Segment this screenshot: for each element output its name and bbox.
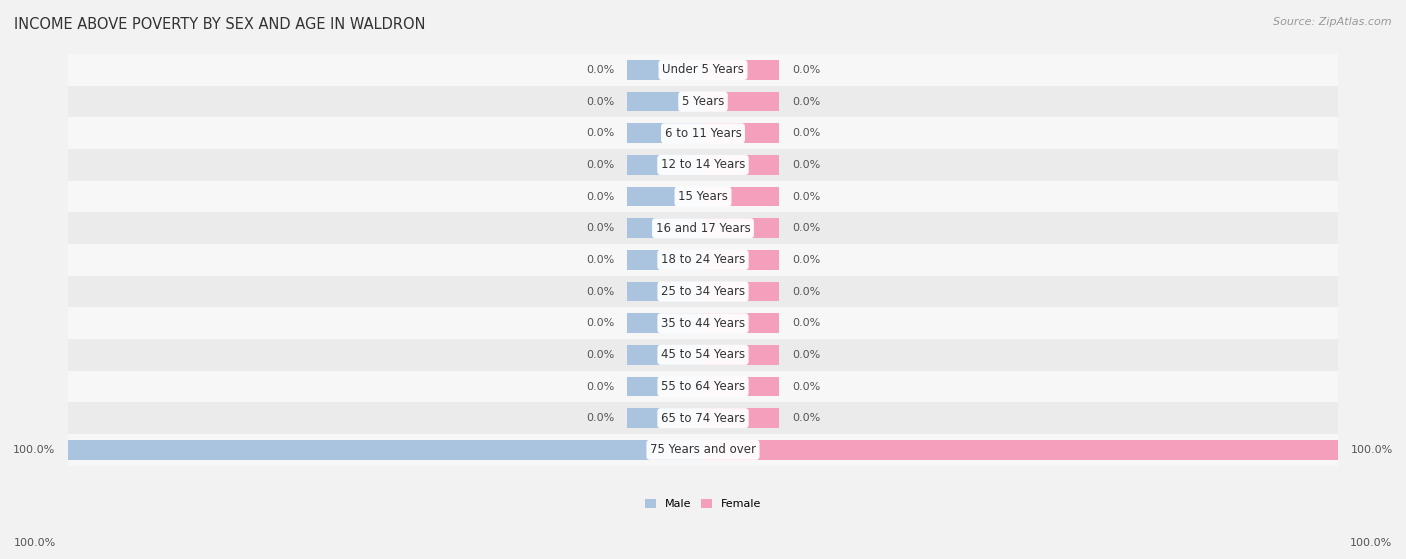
Bar xyxy=(703,155,779,175)
Text: 0.0%: 0.0% xyxy=(586,223,614,233)
Bar xyxy=(627,345,703,364)
Bar xyxy=(67,371,1339,402)
Text: 0.0%: 0.0% xyxy=(586,413,614,423)
Text: 0.0%: 0.0% xyxy=(792,192,820,202)
Legend: Male, Female: Male, Female xyxy=(641,494,765,514)
Bar xyxy=(67,440,703,459)
Text: 0.0%: 0.0% xyxy=(586,65,614,75)
Bar xyxy=(703,282,779,301)
Text: 0.0%: 0.0% xyxy=(792,97,820,107)
Text: 6 to 11 Years: 6 to 11 Years xyxy=(665,127,741,140)
Text: 15 Years: 15 Years xyxy=(678,190,728,203)
Text: 55 to 64 Years: 55 to 64 Years xyxy=(661,380,745,393)
Bar xyxy=(703,60,779,80)
Text: 0.0%: 0.0% xyxy=(586,350,614,360)
Text: 0.0%: 0.0% xyxy=(586,128,614,138)
Bar xyxy=(627,219,703,238)
Text: 0.0%: 0.0% xyxy=(792,128,820,138)
Text: 0.0%: 0.0% xyxy=(792,350,820,360)
Text: 100.0%: 100.0% xyxy=(1351,445,1393,455)
Bar xyxy=(67,434,1339,466)
Bar xyxy=(67,149,1339,181)
Text: 75 Years and over: 75 Years and over xyxy=(650,443,756,456)
Text: 0.0%: 0.0% xyxy=(586,381,614,391)
Bar xyxy=(67,276,1339,307)
Bar xyxy=(627,377,703,396)
Text: 0.0%: 0.0% xyxy=(586,287,614,296)
Bar xyxy=(703,314,779,333)
Bar xyxy=(703,440,1339,459)
Bar xyxy=(627,92,703,111)
Text: 100.0%: 100.0% xyxy=(14,538,56,548)
Text: 0.0%: 0.0% xyxy=(792,65,820,75)
Text: 0.0%: 0.0% xyxy=(792,223,820,233)
Bar xyxy=(703,124,779,143)
Text: 65 to 74 Years: 65 to 74 Years xyxy=(661,411,745,425)
Text: INCOME ABOVE POVERTY BY SEX AND AGE IN WALDRON: INCOME ABOVE POVERTY BY SEX AND AGE IN W… xyxy=(14,17,426,32)
Bar xyxy=(703,92,779,111)
Text: Source: ZipAtlas.com: Source: ZipAtlas.com xyxy=(1274,17,1392,27)
Text: 35 to 44 Years: 35 to 44 Years xyxy=(661,317,745,330)
Bar xyxy=(703,377,779,396)
Text: 5 Years: 5 Years xyxy=(682,95,724,108)
Bar xyxy=(627,250,703,269)
Bar xyxy=(703,187,779,206)
Text: 18 to 24 Years: 18 to 24 Years xyxy=(661,253,745,267)
Bar xyxy=(627,409,703,428)
Bar xyxy=(703,219,779,238)
Bar xyxy=(67,54,1339,86)
Bar xyxy=(627,124,703,143)
Bar xyxy=(67,212,1339,244)
Text: 45 to 54 Years: 45 to 54 Years xyxy=(661,348,745,361)
Text: Under 5 Years: Under 5 Years xyxy=(662,64,744,77)
Bar xyxy=(703,345,779,364)
Text: 0.0%: 0.0% xyxy=(792,287,820,296)
Bar xyxy=(703,409,779,428)
Bar xyxy=(67,307,1339,339)
Text: 0.0%: 0.0% xyxy=(792,413,820,423)
Text: 25 to 34 Years: 25 to 34 Years xyxy=(661,285,745,298)
Text: 100.0%: 100.0% xyxy=(1350,538,1392,548)
Bar xyxy=(67,244,1339,276)
Bar xyxy=(67,181,1339,212)
Text: 0.0%: 0.0% xyxy=(792,318,820,328)
Bar xyxy=(67,402,1339,434)
Bar xyxy=(627,314,703,333)
Bar xyxy=(627,60,703,80)
Text: 12 to 14 Years: 12 to 14 Years xyxy=(661,158,745,172)
Text: 0.0%: 0.0% xyxy=(586,160,614,170)
Bar xyxy=(627,155,703,175)
Text: 0.0%: 0.0% xyxy=(586,318,614,328)
Text: 0.0%: 0.0% xyxy=(792,160,820,170)
Text: 0.0%: 0.0% xyxy=(586,97,614,107)
Bar xyxy=(703,250,779,269)
Bar xyxy=(627,282,703,301)
Text: 0.0%: 0.0% xyxy=(586,192,614,202)
Text: 0.0%: 0.0% xyxy=(586,255,614,265)
Text: 0.0%: 0.0% xyxy=(792,381,820,391)
Bar xyxy=(627,187,703,206)
Bar xyxy=(67,86,1339,117)
Bar xyxy=(67,339,1339,371)
Bar xyxy=(67,117,1339,149)
Text: 100.0%: 100.0% xyxy=(13,445,55,455)
Text: 16 and 17 Years: 16 and 17 Years xyxy=(655,222,751,235)
Text: 0.0%: 0.0% xyxy=(792,255,820,265)
